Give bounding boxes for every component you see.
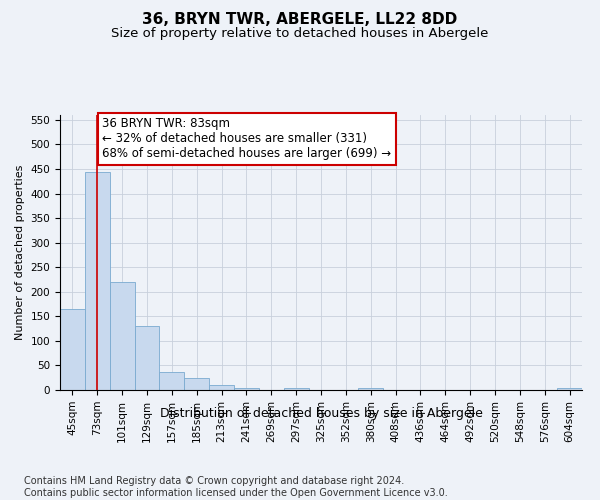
Y-axis label: Number of detached properties: Number of detached properties xyxy=(15,165,25,340)
Bar xyxy=(110,282,134,390)
Bar xyxy=(184,378,209,390)
Bar xyxy=(234,388,259,390)
Text: Contains HM Land Registry data © Crown copyright and database right 2024.
Contai: Contains HM Land Registry data © Crown c… xyxy=(24,476,448,498)
Text: 36, BRYN TWR, ABERGELE, LL22 8DD: 36, BRYN TWR, ABERGELE, LL22 8DD xyxy=(142,12,458,28)
Bar xyxy=(209,385,234,390)
Bar xyxy=(284,388,308,390)
Bar xyxy=(85,172,110,390)
Bar xyxy=(358,388,383,390)
Bar xyxy=(60,309,85,390)
Bar xyxy=(160,372,184,390)
Bar xyxy=(557,388,582,390)
Text: Distribution of detached houses by size in Abergele: Distribution of detached houses by size … xyxy=(160,408,482,420)
Text: Size of property relative to detached houses in Abergele: Size of property relative to detached ho… xyxy=(112,28,488,40)
Bar xyxy=(134,326,160,390)
Text: 36 BRYN TWR: 83sqm
← 32% of detached houses are smaller (331)
68% of semi-detach: 36 BRYN TWR: 83sqm ← 32% of detached hou… xyxy=(102,118,391,160)
